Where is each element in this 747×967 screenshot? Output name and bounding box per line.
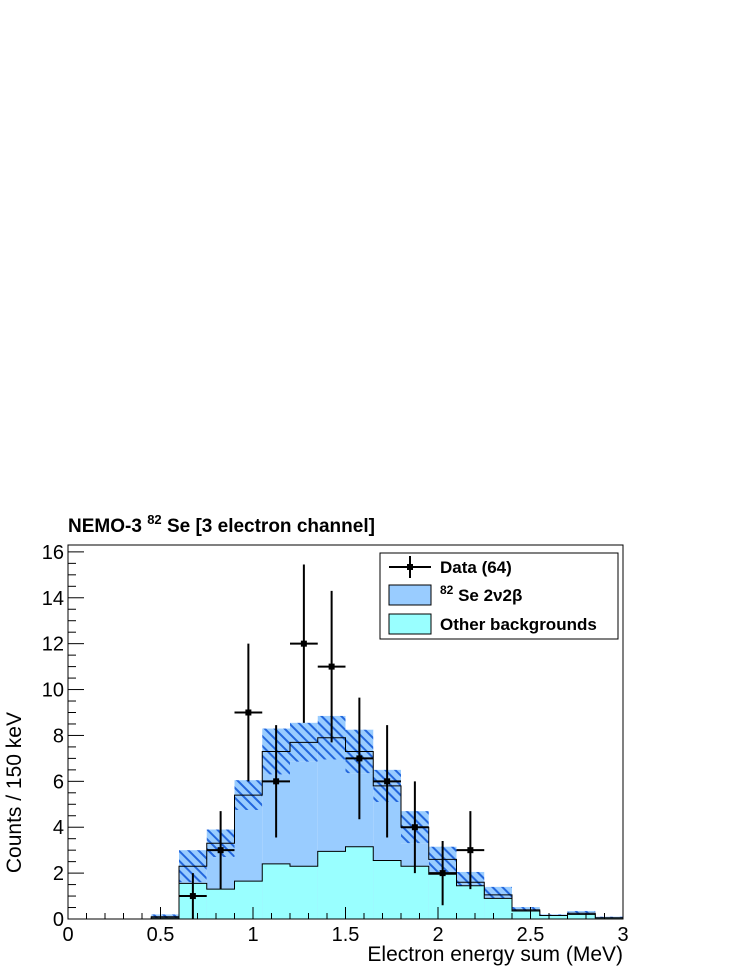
y-axis: 0 2 4 6 8 10 12 14 16 (42, 542, 84, 931)
legend-se82-label: 82 Se 2ν2β (440, 579, 522, 605)
x-tick-label: 1.5 (332, 924, 360, 946)
legend-se82-main: Se 2ν2β (458, 586, 522, 605)
other-backgrounds-bar (373, 860, 401, 919)
other-backgrounds-bar (539, 915, 568, 919)
other-backgrounds-bar (401, 866, 429, 919)
other-backgrounds-bar (262, 863, 290, 919)
legend: Data (64) 82 Se 2ν2β Other backgrounds (379, 552, 619, 640)
legend-other-label: Other backgrounds (440, 615, 597, 634)
chart-title-sup: 82 (147, 512, 161, 527)
other-backgrounds-bar (567, 914, 596, 919)
y-axis-title: Counts / 150 keV (3, 712, 26, 873)
y-tick-label: 2 (53, 863, 64, 885)
x-tick-label: 3 (617, 924, 628, 946)
data-point (356, 755, 363, 762)
legend-se82-sup: 82 (440, 583, 454, 597)
chart-title-rest: Se [3 electron channel] (167, 516, 375, 537)
chart-title: NEMO-3 82 Se [3 electron channel] (68, 508, 375, 537)
other-backgrounds-bar (317, 851, 346, 919)
y-tick-label: 4 (53, 817, 64, 839)
y-tick-label: 14 (42, 588, 64, 610)
data-point (273, 778, 280, 785)
other-backgrounds-bar (345, 846, 374, 919)
data-point (217, 847, 224, 854)
other-backgrounds-bar (512, 910, 540, 919)
x-tick-label: 2.5 (517, 924, 545, 946)
x-axis: 0 0.5 1 1.5 2 2.5 3 (62, 907, 629, 946)
other-backgrounds-bar (290, 866, 318, 919)
y-tick-label: 10 (42, 680, 64, 702)
legend-entry-se82: 82 Se 2ν2β (388, 579, 522, 606)
x-tick-label: 0 (62, 924, 73, 946)
data-point (328, 663, 335, 670)
legend-entry-other: Other backgrounds (388, 613, 597, 635)
other-backgrounds-bar (595, 917, 623, 919)
y-tick-label: 0 (53, 909, 64, 931)
y-tick-label: 6 (53, 771, 64, 793)
data-point (245, 709, 252, 716)
legend-se82-swatch (388, 584, 432, 606)
other-backgrounds-layer (150, 846, 624, 919)
data-point (411, 824, 418, 831)
chart-title-main: NEMO-3 (68, 516, 142, 537)
data-point (300, 640, 307, 647)
data-point (439, 870, 446, 877)
other-backgrounds-bar (456, 885, 485, 919)
other-backgrounds-bar (484, 898, 512, 919)
x-tick-label: 2 (432, 924, 443, 946)
data-point (189, 893, 196, 900)
legend-entry-data: Data (64) (389, 556, 512, 578)
other-backgrounds-bar (151, 917, 179, 919)
x-tick-label: 0.5 (147, 924, 175, 946)
other-backgrounds-bar (234, 881, 263, 919)
legend-other-swatch (388, 613, 432, 635)
x-axis-title: Electron energy sum (MeV) (367, 943, 623, 966)
y-tick-label: 16 (42, 542, 64, 564)
data-point (467, 847, 474, 854)
data-point (384, 778, 391, 785)
y-tick-label: 12 (42, 634, 64, 656)
legend-data-marker (407, 564, 413, 570)
data-points-layer (179, 564, 485, 919)
other-backgrounds-bar (206, 889, 235, 919)
x-tick-label: 1 (247, 924, 258, 946)
y-tick-label: 8 (53, 725, 64, 747)
other-backgrounds-outline (150, 846, 624, 919)
legend-data-label: Data (64) (440, 558, 512, 577)
